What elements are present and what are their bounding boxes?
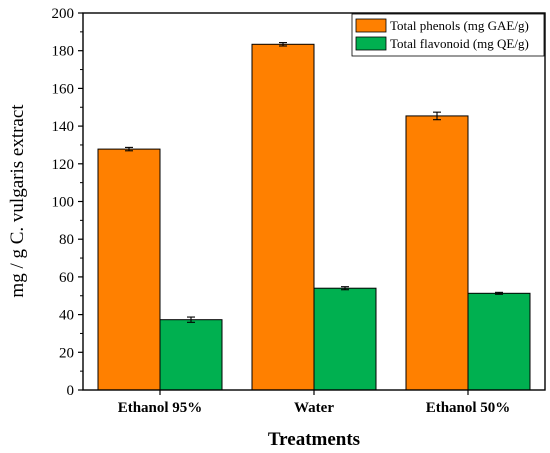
y-tick-label: 140 — [52, 119, 75, 135]
error-bar — [279, 42, 287, 47]
y-tick-label: 0 — [67, 383, 75, 399]
error-bar — [341, 286, 349, 291]
error-bar — [187, 316, 195, 323]
bar-phenols — [251, 43, 315, 391]
legend-swatch-flavonoid — [355, 36, 387, 51]
y-tick-label: 40 — [59, 308, 74, 324]
y-tick-label: 60 — [59, 270, 74, 286]
bar-flavonoid — [313, 287, 377, 391]
y-tick-label: 120 — [52, 157, 75, 173]
y-tick-label: 160 — [52, 81, 75, 97]
y-tick-label: 20 — [59, 345, 74, 361]
x-category-label: Water — [294, 400, 334, 416]
y-axis-title: mg / g C. vulgaris extract — [7, 104, 28, 298]
bar-phenols — [97, 148, 161, 391]
bar-flavonoid — [467, 292, 531, 391]
legend-label-phenols: Total phenols (mg GAE/g) — [390, 18, 529, 33]
y-tick-label: 100 — [52, 195, 75, 211]
x-axis-title: Treatments — [268, 429, 360, 450]
y-tick-label: 200 — [52, 6, 75, 22]
x-category-label: Ethanol 50% — [426, 400, 511, 416]
y-tick-label: 180 — [52, 44, 75, 60]
bar-phenols — [405, 115, 469, 391]
x-axis-categories: Ethanol 95% Water Ethanol 50% — [118, 390, 511, 416]
error-bar — [495, 291, 503, 295]
y-axis-ticks: 0 20 40 60 80 100 120 140 160 180 200 — [52, 6, 83, 399]
bars-layer — [97, 42, 531, 391]
error-bar — [433, 111, 441, 121]
legend-label-flavonoid: Total flavonoid (mg QE/g) — [390, 36, 529, 51]
error-bar — [125, 146, 133, 152]
legend-swatch-phenols — [355, 18, 387, 33]
legend: Total phenols (mg GAE/g) Total flavonoid… — [351, 13, 545, 57]
y-tick-label: 80 — [59, 232, 74, 248]
bar-flavonoid — [159, 319, 223, 391]
x-category-label: Ethanol 95% — [118, 400, 203, 416]
